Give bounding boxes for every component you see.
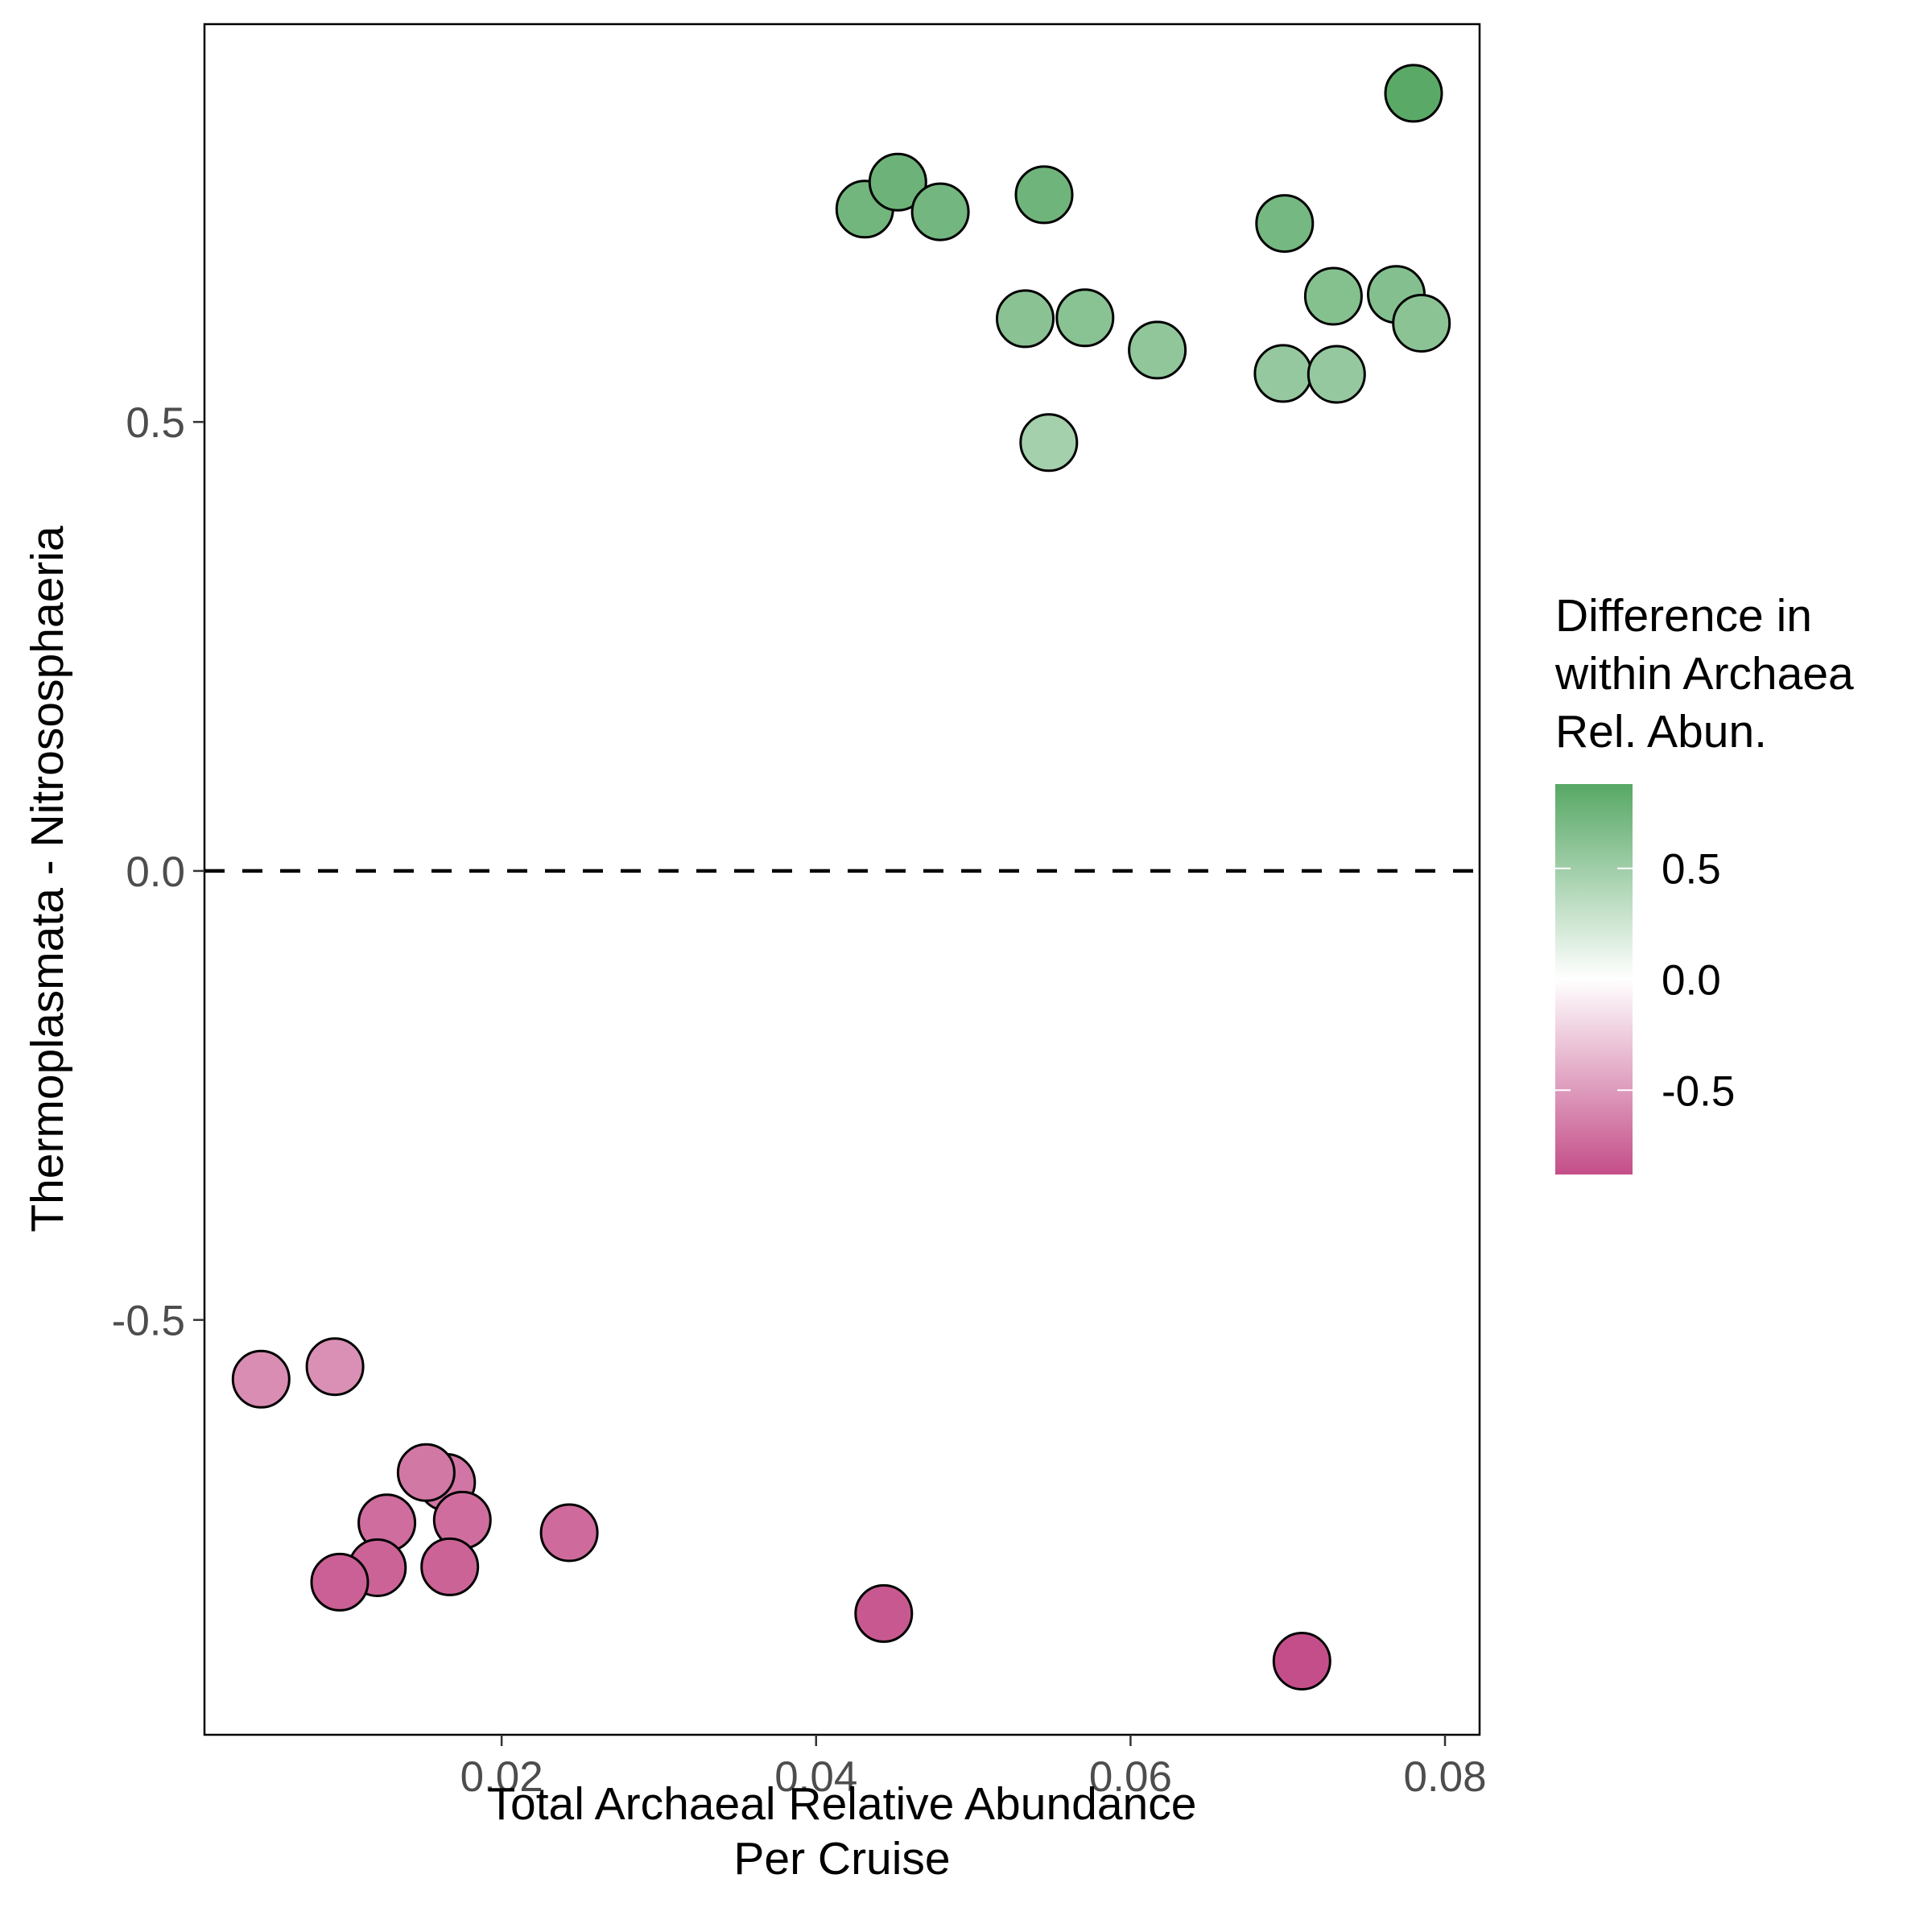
legend-title-line-2: within Archaea xyxy=(1554,648,1854,700)
data-point xyxy=(1128,320,1187,380)
x-axis-title-line-1: Total Archaeal Relative Abundance xyxy=(488,1778,1197,1830)
data-point xyxy=(1392,294,1451,353)
legend-ticks: 0.5 0.0 -0.5 xyxy=(1555,846,1735,1115)
data-point xyxy=(396,1443,456,1502)
data-point xyxy=(1019,413,1079,473)
legend-tick-label: -0.5 xyxy=(1662,1067,1735,1115)
data-point xyxy=(1307,345,1366,404)
y-tick-label: -0.5 xyxy=(112,1298,185,1345)
data-point xyxy=(420,1537,480,1596)
plot-area xyxy=(203,23,1481,1736)
color-legend: Difference in within Archaea Rel. Abun. … xyxy=(1554,590,1854,1174)
data-points xyxy=(231,64,1451,1690)
data-point xyxy=(1055,288,1115,348)
data-point xyxy=(305,1337,365,1397)
data-point xyxy=(868,152,927,212)
x-tick-label: 0.04 xyxy=(774,1753,857,1801)
data-point xyxy=(310,1552,369,1612)
y-tick-label: 0.0 xyxy=(126,848,185,896)
plot-background xyxy=(204,24,1480,1735)
x-tick-label: 0.06 xyxy=(1089,1753,1172,1801)
y-axis: -0.5 0.0 0.5 xyxy=(112,399,204,1345)
legend-title-line-1: Difference in xyxy=(1555,590,1812,642)
y-tick-label: 0.5 xyxy=(126,399,185,447)
data-point xyxy=(1272,1632,1331,1690)
data-point xyxy=(539,1503,599,1563)
legend-tick-label: 0.0 xyxy=(1662,957,1721,1005)
legend-title-line-3: Rel. Abun. xyxy=(1555,706,1767,758)
data-point xyxy=(910,182,970,242)
data-point xyxy=(1253,344,1313,403)
x-axis-title-line-2: Per Cruise xyxy=(733,1833,950,1885)
x-axis: 0.02 0.04 0.06 0.08 xyxy=(460,1735,1487,1801)
data-point xyxy=(854,1583,914,1643)
data-point xyxy=(231,1349,291,1409)
legend-tick-label: 0.5 xyxy=(1662,846,1721,894)
data-point xyxy=(996,289,1055,349)
plot-border xyxy=(203,23,1481,1736)
data-point xyxy=(1303,266,1363,326)
x-tick-label: 0.08 xyxy=(1403,1753,1486,1801)
x-tick-label: 0.02 xyxy=(460,1753,543,1801)
data-point xyxy=(1255,194,1315,254)
y-axis-title: Thermoplasmata - Nitrososphaeria xyxy=(22,526,73,1232)
data-point xyxy=(1014,165,1074,225)
data-point xyxy=(1384,64,1443,123)
